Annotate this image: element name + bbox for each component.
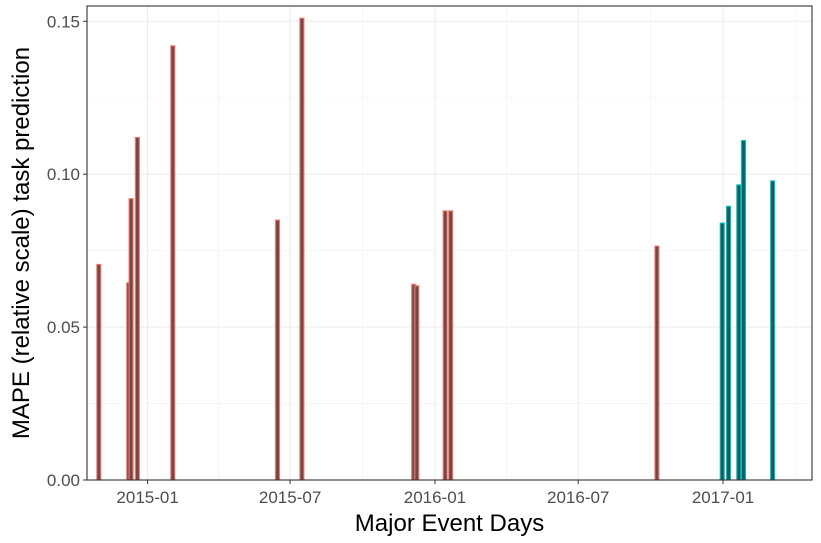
bars <box>96 17 776 481</box>
x-tick-label: 2015-01 <box>116 488 178 507</box>
bar <box>448 210 454 481</box>
x-tick-label: 2015-07 <box>259 488 321 507</box>
bar <box>770 180 776 481</box>
bar <box>442 210 448 481</box>
bar <box>128 198 134 481</box>
y-tick-label: 0.05 <box>47 318 80 337</box>
bar <box>736 184 742 481</box>
x-axis-ticks: 2015-01 2015-07 2016-01 2016-07 2017-01 <box>116 480 754 507</box>
y-axis-ticks: 0.00 0.05 0.10 0.15 <box>47 12 87 490</box>
x-tick-label: 2016-07 <box>547 488 609 507</box>
x-tick-label: 2017-01 <box>692 488 754 507</box>
plot-border <box>86 5 813 481</box>
bar <box>274 219 281 481</box>
y-axis-title: MAPE (relative scale) task prediction <box>8 47 35 439</box>
x-axis-title: Major Event Days <box>355 510 544 537</box>
y-tick-label: 0.15 <box>47 12 80 31</box>
bar <box>299 17 305 481</box>
bar <box>654 245 660 481</box>
y-tick-label: 0.00 <box>47 471 80 490</box>
bar <box>170 45 176 481</box>
bar <box>726 205 732 481</box>
bar <box>96 263 102 481</box>
x-tick-label: 2016-01 <box>404 488 466 507</box>
bar <box>134 136 140 481</box>
bar <box>740 140 747 481</box>
bar <box>414 285 420 481</box>
bar <box>719 222 725 481</box>
y-tick-label: 0.10 <box>47 165 80 184</box>
